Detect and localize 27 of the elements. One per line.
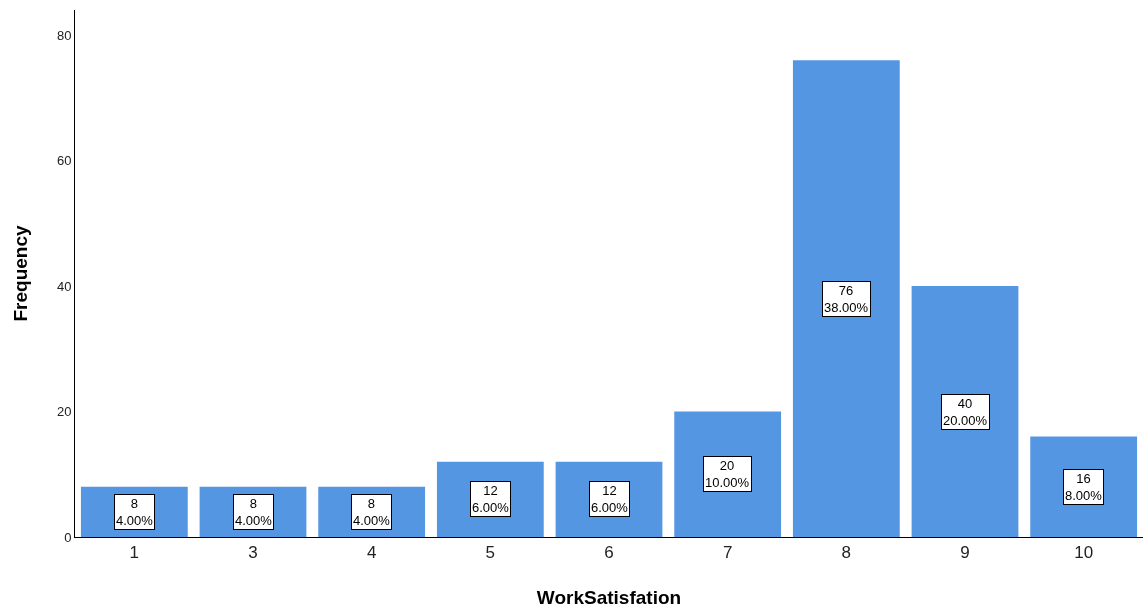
- data-label: 8 4.00%: [235, 496, 273, 528]
- bar: [911, 286, 1019, 537]
- y-axis-title: Frequency: [10, 225, 31, 322]
- data-label: 12 6.00%: [472, 483, 510, 515]
- data-label: 20 10.00%: [705, 458, 750, 490]
- x-tick-label: 3: [248, 543, 258, 563]
- data-label: 16 8.00%: [1065, 471, 1103, 503]
- y-tick-label: 80: [56, 27, 72, 43]
- data-label: 40 20.00%: [943, 396, 988, 428]
- data-label: 76 38.00%: [824, 283, 869, 315]
- x-axis-title: WorkSatisfation: [536, 587, 682, 608]
- bar: [792, 60, 900, 537]
- x-tick-label: 1: [129, 543, 140, 563]
- y-tick-label: 20: [56, 404, 72, 420]
- x-tick-label: 9: [960, 543, 970, 563]
- x-tick-label: 10: [1074, 543, 1094, 563]
- data-label: 12 6.00%: [591, 483, 629, 515]
- y-tick-label: 60: [56, 153, 72, 169]
- data-label: 8 4.00%: [116, 496, 154, 528]
- y-tick-label: 0: [64, 529, 72, 545]
- x-tick-label: 7: [722, 543, 733, 563]
- x-tick-label: 5: [485, 543, 496, 563]
- x-tick-label: 8: [841, 543, 852, 563]
- data-label: 8 4.00%: [353, 496, 391, 528]
- x-tick-label: 4: [366, 543, 377, 563]
- y-tick-label: 40: [56, 278, 72, 294]
- x-tick-label: 6: [604, 543, 614, 563]
